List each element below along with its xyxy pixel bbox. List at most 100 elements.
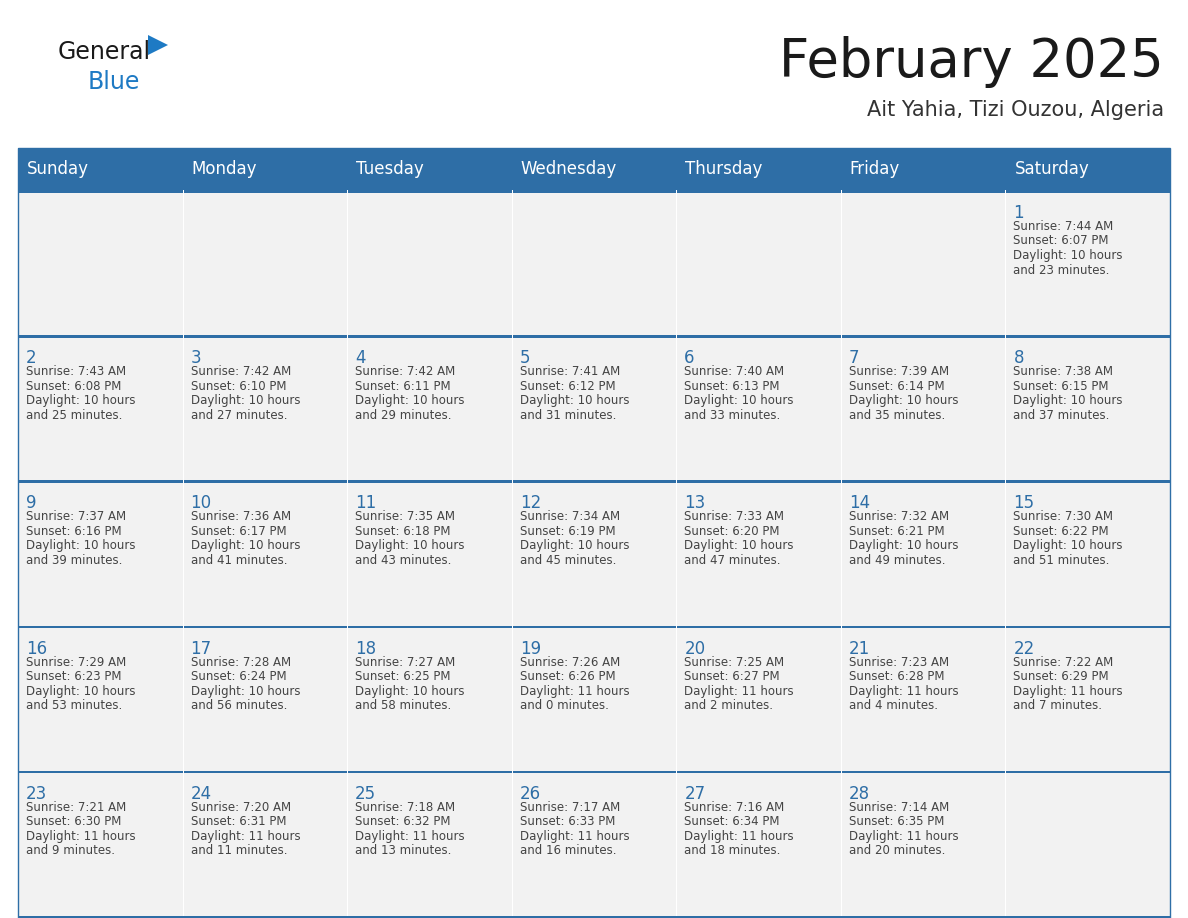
Text: and 23 minutes.: and 23 minutes. — [1013, 263, 1110, 276]
Bar — [1005, 483, 1170, 625]
Bar — [347, 773, 512, 916]
Text: Sunrise: 7:41 AM: Sunrise: 7:41 AM — [519, 365, 620, 378]
Bar — [183, 483, 347, 625]
Bar — [18, 338, 183, 480]
Bar — [841, 193, 1005, 335]
Text: Daylight: 10 hours: Daylight: 10 hours — [190, 540, 301, 553]
Text: Daylight: 10 hours: Daylight: 10 hours — [519, 540, 630, 553]
Text: Sunset: 6:26 PM: Sunset: 6:26 PM — [519, 670, 615, 683]
Text: 5: 5 — [519, 349, 530, 367]
Text: Daylight: 11 hours: Daylight: 11 hours — [355, 830, 465, 843]
Text: Sunset: 6:29 PM: Sunset: 6:29 PM — [1013, 670, 1110, 683]
Text: Sunrise: 7:26 AM: Sunrise: 7:26 AM — [519, 655, 620, 668]
Text: Sunset: 6:33 PM: Sunset: 6:33 PM — [519, 815, 615, 828]
Bar — [841, 483, 1005, 625]
Text: Sunset: 6:27 PM: Sunset: 6:27 PM — [684, 670, 779, 683]
Text: 14: 14 — [849, 495, 870, 512]
Bar — [18, 148, 1170, 152]
Text: February 2025: February 2025 — [779, 36, 1164, 88]
Bar — [512, 483, 676, 625]
Text: Sunrise: 7:14 AM: Sunrise: 7:14 AM — [849, 800, 949, 813]
Text: 9: 9 — [26, 495, 37, 512]
Text: 26: 26 — [519, 785, 541, 803]
Text: Sunset: 6:13 PM: Sunset: 6:13 PM — [684, 380, 779, 393]
Bar — [183, 628, 347, 771]
Text: and 47 minutes.: and 47 minutes. — [684, 554, 781, 567]
Bar — [841, 338, 1005, 480]
Text: Daylight: 10 hours: Daylight: 10 hours — [26, 540, 135, 553]
Text: and 9 minutes.: and 9 minutes. — [26, 845, 115, 857]
Text: 23: 23 — [26, 785, 48, 803]
Text: Daylight: 10 hours: Daylight: 10 hours — [849, 540, 959, 553]
Text: Daylight: 11 hours: Daylight: 11 hours — [26, 830, 135, 843]
Bar — [676, 773, 841, 916]
Text: and 37 minutes.: and 37 minutes. — [1013, 409, 1110, 421]
Text: Ait Yahia, Tizi Ouzou, Algeria: Ait Yahia, Tizi Ouzou, Algeria — [867, 100, 1164, 120]
Text: Sunset: 6:17 PM: Sunset: 6:17 PM — [190, 525, 286, 538]
Text: Sunset: 6:20 PM: Sunset: 6:20 PM — [684, 525, 779, 538]
Bar — [1005, 338, 1170, 480]
Text: 12: 12 — [519, 495, 541, 512]
Text: and 13 minutes.: and 13 minutes. — [355, 845, 451, 857]
Text: 24: 24 — [190, 785, 211, 803]
Text: Sunrise: 7:16 AM: Sunrise: 7:16 AM — [684, 800, 784, 813]
Text: Daylight: 10 hours: Daylight: 10 hours — [190, 394, 301, 408]
Bar — [347, 338, 512, 480]
Text: Thursday: Thursday — [685, 160, 763, 178]
Bar — [841, 628, 1005, 771]
Text: Blue: Blue — [88, 70, 140, 94]
Text: Sunset: 6:15 PM: Sunset: 6:15 PM — [1013, 380, 1108, 393]
Text: Sunrise: 7:33 AM: Sunrise: 7:33 AM — [684, 510, 784, 523]
Bar — [18, 483, 183, 625]
Text: and 2 minutes.: and 2 minutes. — [684, 700, 773, 712]
Text: Sunset: 6:25 PM: Sunset: 6:25 PM — [355, 670, 450, 683]
Text: Sunrise: 7:38 AM: Sunrise: 7:38 AM — [1013, 365, 1113, 378]
Text: Sunset: 6:12 PM: Sunset: 6:12 PM — [519, 380, 615, 393]
Text: Sunrise: 7:25 AM: Sunrise: 7:25 AM — [684, 655, 784, 668]
Text: 8: 8 — [1013, 349, 1024, 367]
Text: 3: 3 — [190, 349, 201, 367]
Text: 6: 6 — [684, 349, 695, 367]
Text: Sunrise: 7:42 AM: Sunrise: 7:42 AM — [190, 365, 291, 378]
Text: Daylight: 10 hours: Daylight: 10 hours — [355, 394, 465, 408]
Polygon shape — [148, 35, 168, 55]
Text: and 0 minutes.: and 0 minutes. — [519, 700, 608, 712]
Text: 13: 13 — [684, 495, 706, 512]
Text: 7: 7 — [849, 349, 859, 367]
Text: and 18 minutes.: and 18 minutes. — [684, 845, 781, 857]
Bar — [347, 193, 512, 335]
Text: Sunset: 6:30 PM: Sunset: 6:30 PM — [26, 815, 121, 828]
Text: Daylight: 11 hours: Daylight: 11 hours — [1013, 685, 1123, 698]
Bar — [18, 193, 183, 335]
Bar — [1005, 628, 1170, 771]
Text: Sunrise: 7:42 AM: Sunrise: 7:42 AM — [355, 365, 455, 378]
Text: Sunset: 6:23 PM: Sunset: 6:23 PM — [26, 670, 121, 683]
Text: 11: 11 — [355, 495, 377, 512]
Text: and 41 minutes.: and 41 minutes. — [190, 554, 287, 567]
Text: Daylight: 10 hours: Daylight: 10 hours — [1013, 249, 1123, 262]
Text: Sunrise: 7:37 AM: Sunrise: 7:37 AM — [26, 510, 126, 523]
Text: Sunset: 6:22 PM: Sunset: 6:22 PM — [1013, 525, 1110, 538]
Bar — [676, 338, 841, 480]
Text: 20: 20 — [684, 640, 706, 657]
Text: 10: 10 — [190, 495, 211, 512]
Text: and 7 minutes.: and 7 minutes. — [1013, 700, 1102, 712]
Text: Sunset: 6:32 PM: Sunset: 6:32 PM — [355, 815, 450, 828]
Text: Sunrise: 7:39 AM: Sunrise: 7:39 AM — [849, 365, 949, 378]
Text: Sunrise: 7:34 AM: Sunrise: 7:34 AM — [519, 510, 620, 523]
Text: Sunrise: 7:29 AM: Sunrise: 7:29 AM — [26, 655, 126, 668]
Text: and 29 minutes.: and 29 minutes. — [355, 409, 451, 421]
Text: Monday: Monday — [191, 160, 257, 178]
Bar — [676, 193, 841, 335]
Text: Sunrise: 7:22 AM: Sunrise: 7:22 AM — [1013, 655, 1113, 668]
Text: Daylight: 10 hours: Daylight: 10 hours — [684, 394, 794, 408]
Text: Sunset: 6:24 PM: Sunset: 6:24 PM — [190, 670, 286, 683]
Text: Sunset: 6:18 PM: Sunset: 6:18 PM — [355, 525, 450, 538]
Bar — [18, 190, 1170, 193]
Text: Sunrise: 7:36 AM: Sunrise: 7:36 AM — [190, 510, 291, 523]
Text: and 56 minutes.: and 56 minutes. — [190, 700, 287, 712]
Text: 16: 16 — [26, 640, 48, 657]
Bar — [0, 0, 1188, 148]
Text: General: General — [58, 40, 151, 64]
Text: and 31 minutes.: and 31 minutes. — [519, 409, 617, 421]
